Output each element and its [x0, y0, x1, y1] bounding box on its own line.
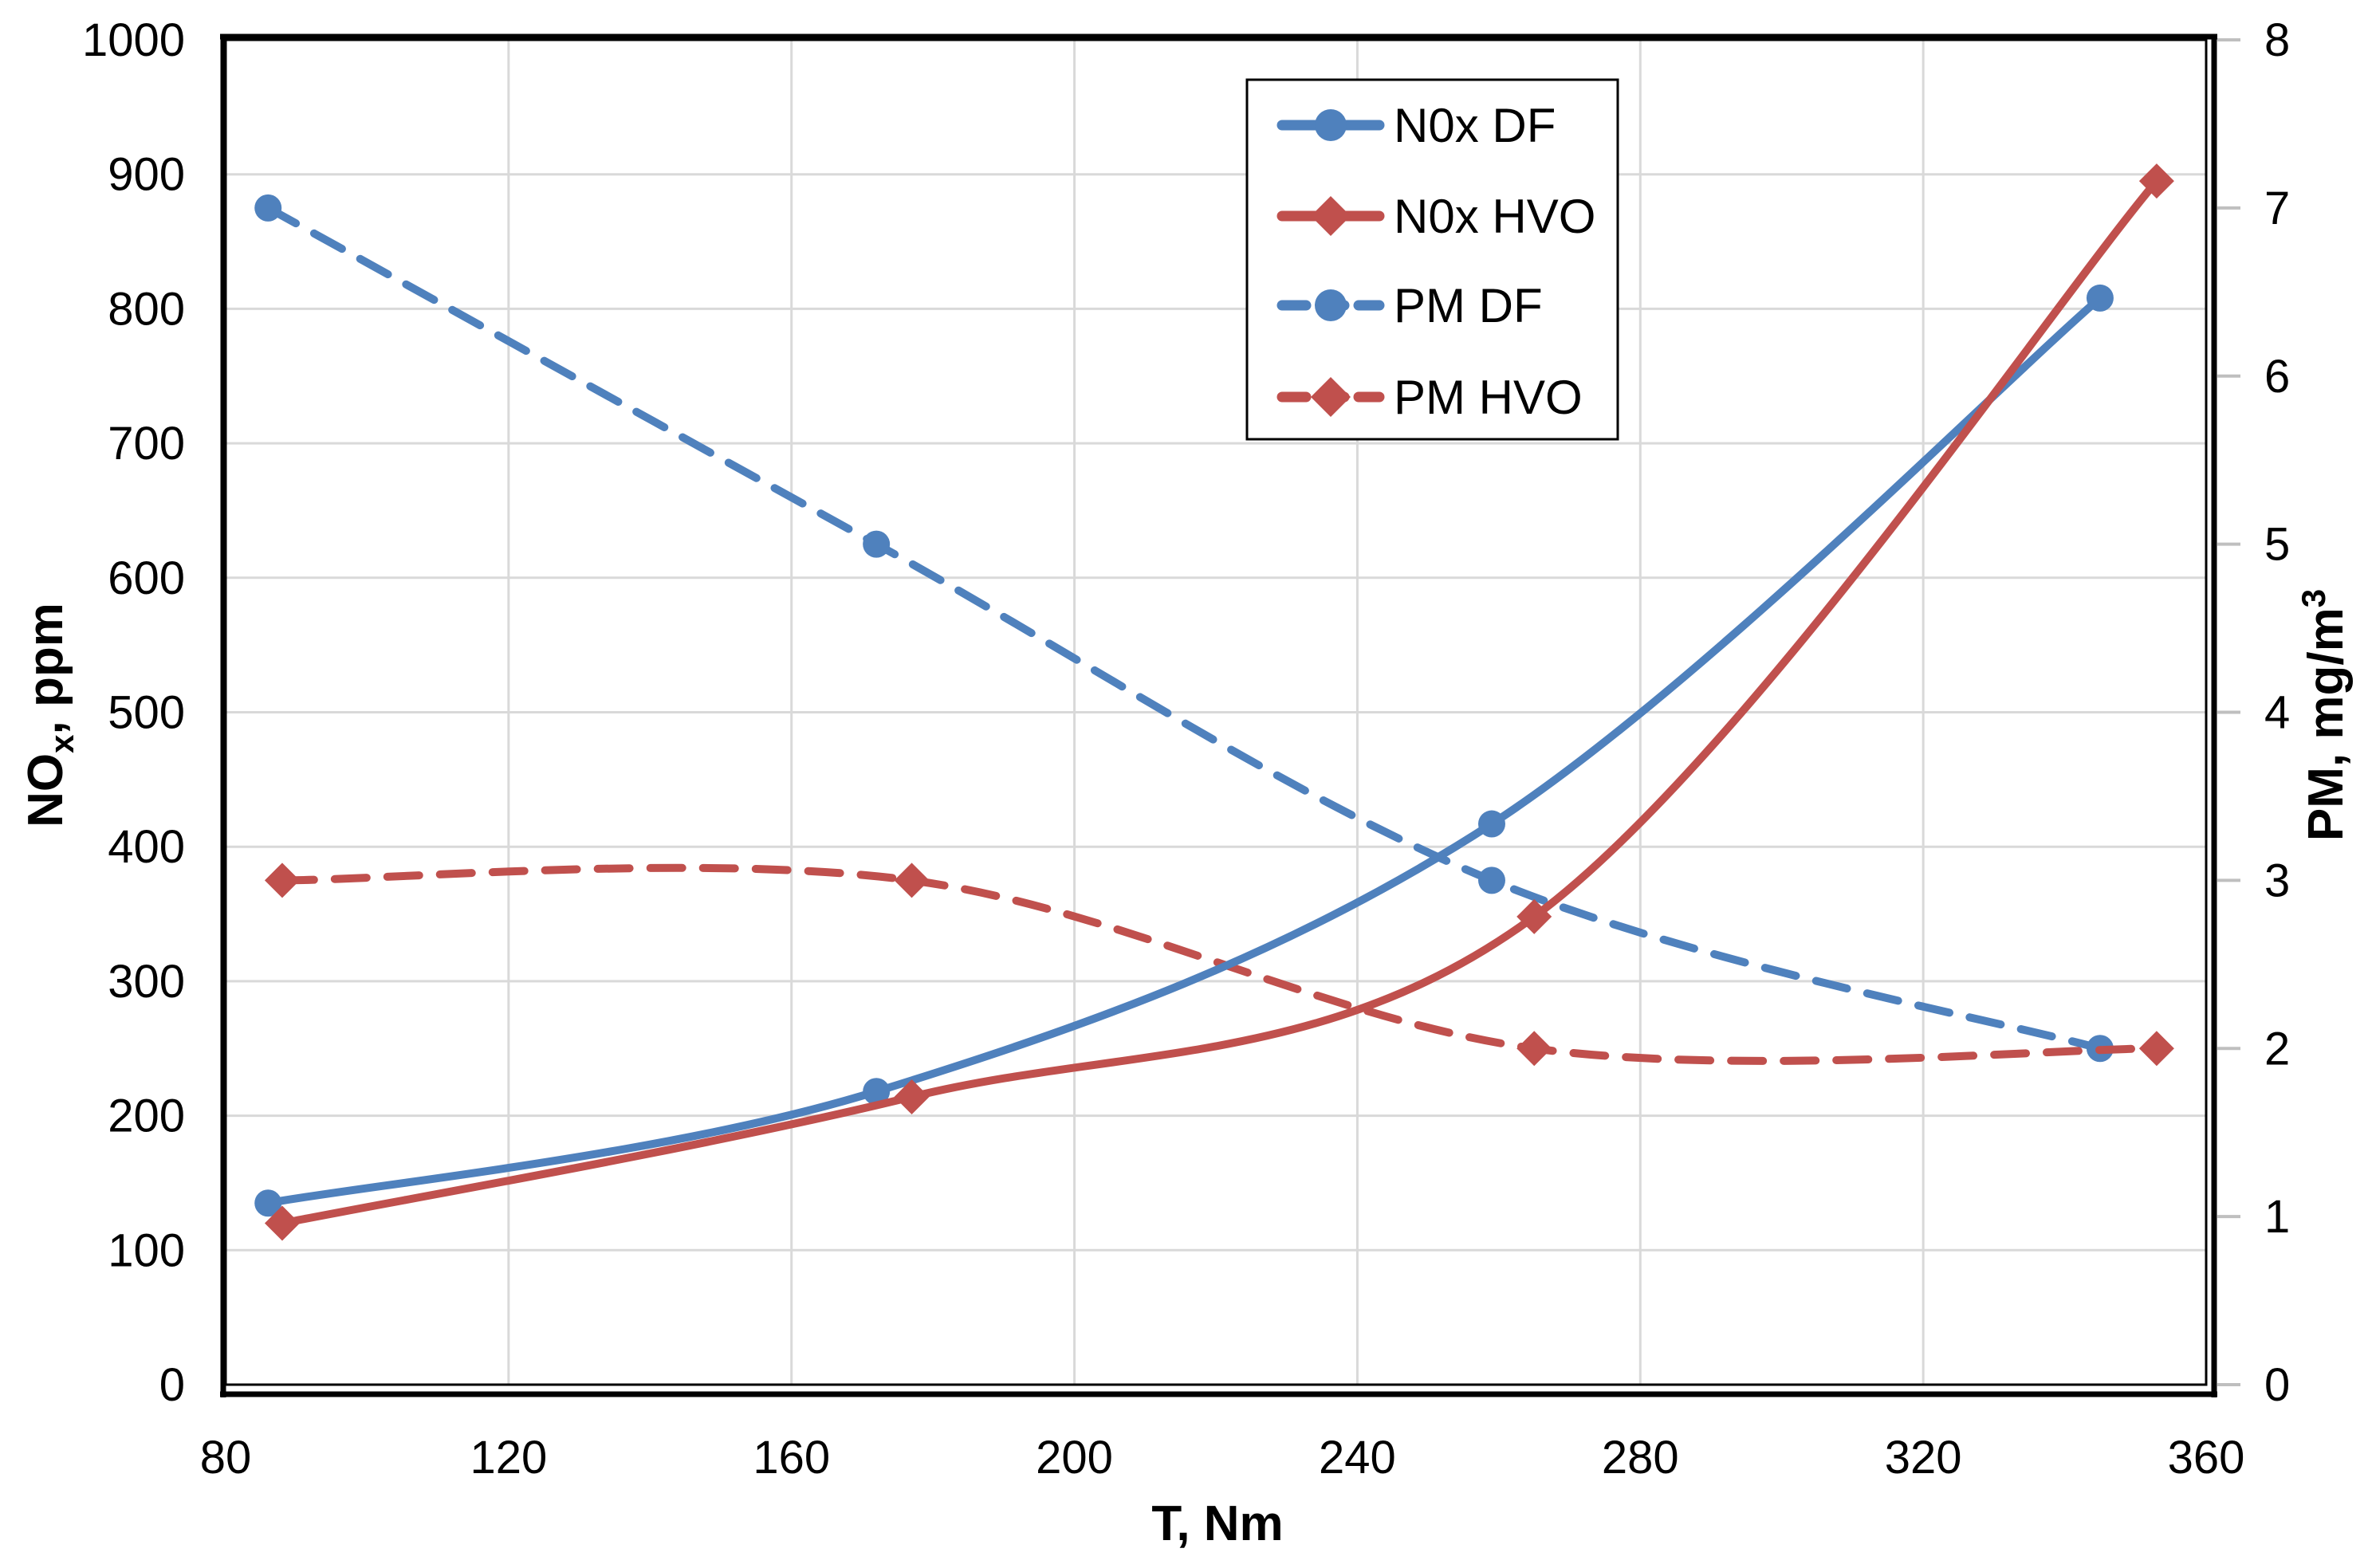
left-y-tick-label: 300: [108, 956, 185, 1008]
series-pm-df: [254, 194, 2114, 1063]
x-axis-title: T, Nm: [1151, 1496, 1283, 1551]
legend-label-nox-df: N0x DF: [1394, 99, 1556, 152]
left-y-tick-label: 100: [108, 1224, 185, 1276]
right-axis-tick-marks: [2217, 38, 2240, 1386]
data-point-diamond: [894, 863, 930, 898]
data-point-circle: [254, 194, 282, 222]
legend-label-nox-hvo: N0x HVO: [1394, 190, 1595, 243]
data-point-circle: [254, 1189, 282, 1217]
x-tick-label: 360: [2168, 1432, 2245, 1484]
right-y-tick-label: 1: [2264, 1191, 2290, 1243]
left-y-tick-label: 0: [159, 1359, 185, 1411]
data-point-circle: [1315, 289, 1347, 321]
data-point-circle: [1477, 810, 1505, 838]
right-y-tick-label: 5: [2264, 519, 2290, 571]
data-point-circle: [863, 1078, 891, 1106]
data-point-circle: [1477, 867, 1505, 894]
legend-label-pm-df: PM DF: [1394, 279, 1543, 332]
data-point-circle: [863, 530, 891, 558]
data-point-diamond: [2138, 163, 2174, 199]
left-y-tick-label: 200: [108, 1091, 185, 1142]
x-tick-label: 280: [1602, 1432, 1679, 1484]
left-y-tick-label: 1000: [82, 14, 185, 66]
x-tick-label: 240: [1319, 1432, 1396, 1484]
x-tick-label: 160: [753, 1432, 830, 1484]
right-y-tick-label: 6: [2264, 351, 2290, 403]
data-point-diamond: [1311, 196, 1351, 236]
right-axis-tick-labels: 0 1 2 3 4 5 6 7 8: [2264, 14, 2290, 1411]
data-point-diamond: [894, 1079, 930, 1114]
series-line: [264, 203, 2104, 1053]
x-tick-label: 120: [470, 1432, 547, 1484]
right-y-tick-label: 0: [2264, 1359, 2290, 1411]
left-y-tick-label: 800: [108, 283, 185, 335]
right-y-tick-label: 7: [2264, 183, 2290, 234]
data-point-diamond: [1516, 898, 1552, 934]
data-series: [254, 163, 2174, 1241]
data-point-diamond: [1311, 377, 1351, 417]
left-y-tick-label: 600: [108, 552, 185, 604]
data-point-diamond: [264, 863, 300, 898]
data-point-circle: [2086, 284, 2114, 312]
right-axis-title: PM, mg/m3: [2295, 589, 2354, 841]
legend-box: [1245, 78, 1619, 441]
series-line: [264, 293, 2104, 1208]
right-y-tick-label: 2: [2264, 1023, 2290, 1075]
left-axis-title: NOx, ppm: [18, 603, 81, 827]
right-y-tick-label: 3: [2264, 855, 2290, 906]
data-point-diamond: [264, 1205, 300, 1241]
left-y-tick-label: 500: [108, 687, 185, 739]
data-point-circle: [1315, 109, 1347, 141]
x-tick-label: 80: [200, 1432, 252, 1484]
x-axis-tick-labels: 80 120 160 200 240 280 320 360: [200, 1432, 2245, 1484]
data-point-diamond: [2138, 1031, 2174, 1067]
plot-border: [220, 33, 2217, 1397]
left-y-tick-label: 400: [108, 821, 185, 873]
right-y-tick-label: 8: [2264, 14, 2290, 66]
right-y-tick-label: 4: [2264, 687, 2290, 739]
x-tick-label: 320: [1885, 1432, 1962, 1484]
series-line: [277, 177, 2161, 1228]
legend-label-pm-hvo: PM HVO: [1394, 371, 1583, 424]
legend-samples: [1276, 109, 1385, 417]
left-y-tick-label: 700: [108, 418, 185, 470]
left-y-tick-label: 900: [108, 149, 185, 201]
left-axis-tick-labels: 0 100 200 300 400 500 600 700 800 900 1000: [82, 14, 185, 1411]
legend: N0x DF N0x HVO PM DF PM HVO: [1245, 78, 1619, 441]
data-point-diamond: [1516, 1031, 1552, 1067]
series-n0x-hvo: [264, 163, 2174, 1241]
x-tick-label: 200: [1036, 1432, 1113, 1484]
series-n0x-df: [254, 284, 2114, 1217]
gridlines: [226, 40, 2206, 1385]
